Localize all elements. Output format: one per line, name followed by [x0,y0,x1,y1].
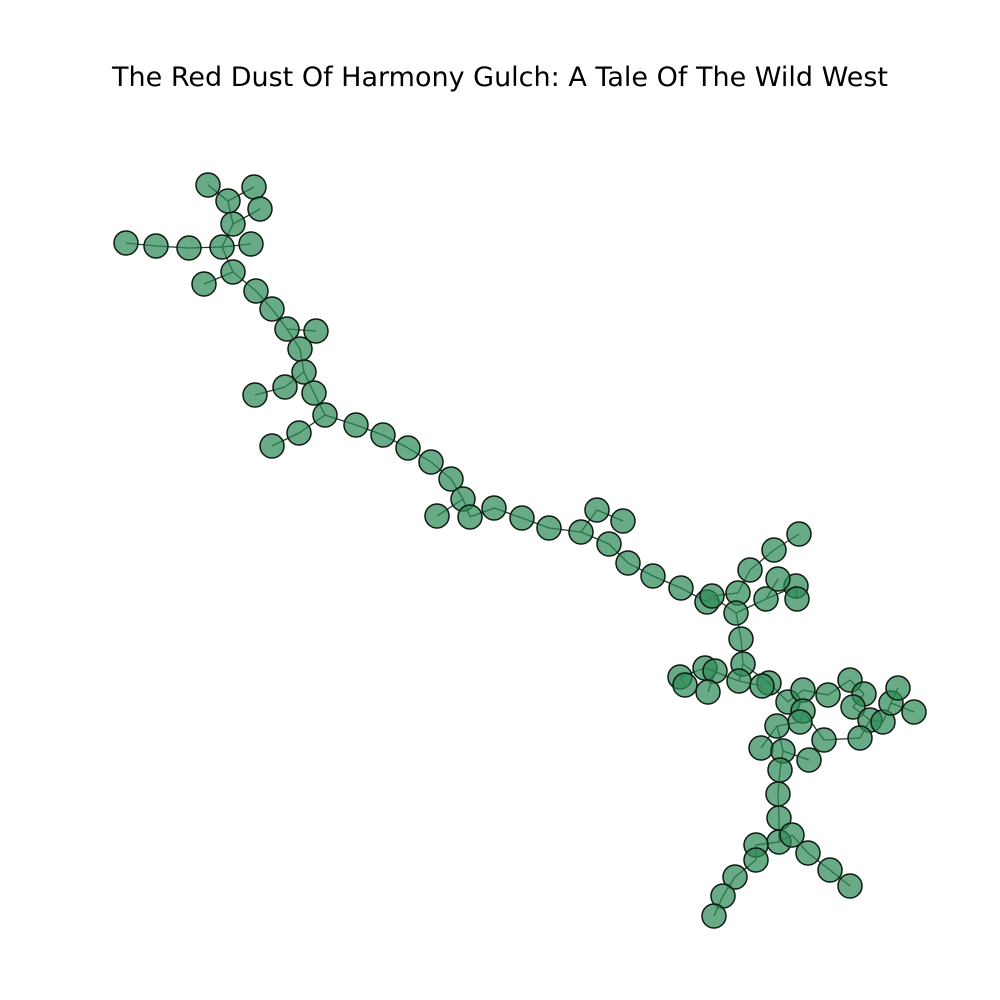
graph-node [215,188,241,214]
graph-node [610,508,636,534]
graph-node [509,505,535,531]
graph-node [312,402,338,428]
chart-title: The Red Dust Of Harmony Gulch: A Tale Of… [112,62,888,93]
graph-node [765,566,791,592]
graph-node [787,709,813,735]
graph-node [191,271,217,297]
graph-node [287,336,313,362]
graph-node [901,699,927,725]
graph-node [761,537,787,563]
graph-node [291,359,317,385]
graph-node [847,725,873,751]
graph-node [457,504,483,530]
node-layer [113,172,927,929]
graph-node [737,557,763,583]
graph-node [247,196,273,222]
graph-node [272,374,298,400]
graph-node [303,318,329,344]
graph-node [748,735,774,761]
graph-node [815,682,841,708]
graph-node [749,673,775,699]
graph-node [753,586,779,612]
graph-node [568,519,594,545]
graph-node [695,679,721,705]
graph-node [784,586,810,612]
graph-node [259,433,285,459]
graph-node [726,668,752,694]
graph-node [301,380,327,406]
graph-node [701,903,727,929]
graph-node [395,435,421,461]
graph-node [286,420,312,446]
graph-node [584,497,610,523]
graph-node [113,230,139,256]
graph-node [220,259,246,285]
graph-node [765,781,791,807]
graph-node [370,422,396,448]
graph-node [242,382,268,408]
graph-node [837,873,863,899]
graph-node [536,515,562,541]
graph-node [743,847,769,873]
graph-node [438,466,464,492]
graph-node [424,503,450,529]
graph-node [767,757,793,783]
graph-node [176,235,202,261]
graph-node [728,626,754,652]
graph-node [195,172,221,198]
graph-node [343,412,369,438]
graph-node [259,296,285,322]
graph-node [672,672,698,698]
graph-node [885,675,911,701]
graph-node [274,316,300,342]
graph-node [615,550,641,576]
graph-node [668,575,694,601]
graph-node [243,278,269,304]
graph-node [840,694,866,720]
graph-node [811,727,837,753]
graph-node [596,531,622,557]
graph-node [817,857,843,883]
graph-node [640,563,666,589]
graph-node [238,231,264,257]
graph-node [795,840,821,866]
graph-node [481,495,507,521]
graph-node [722,864,748,890]
graph-node [699,583,725,609]
graph-node [418,449,444,475]
graph-node [723,600,749,626]
graph-node [786,521,812,547]
graph-node [796,747,822,773]
graph-node [241,174,267,200]
graph-node [779,822,805,848]
graph-node [143,233,169,259]
graph-node [220,211,246,237]
graph-node [764,713,790,739]
graph-node [209,234,235,260]
